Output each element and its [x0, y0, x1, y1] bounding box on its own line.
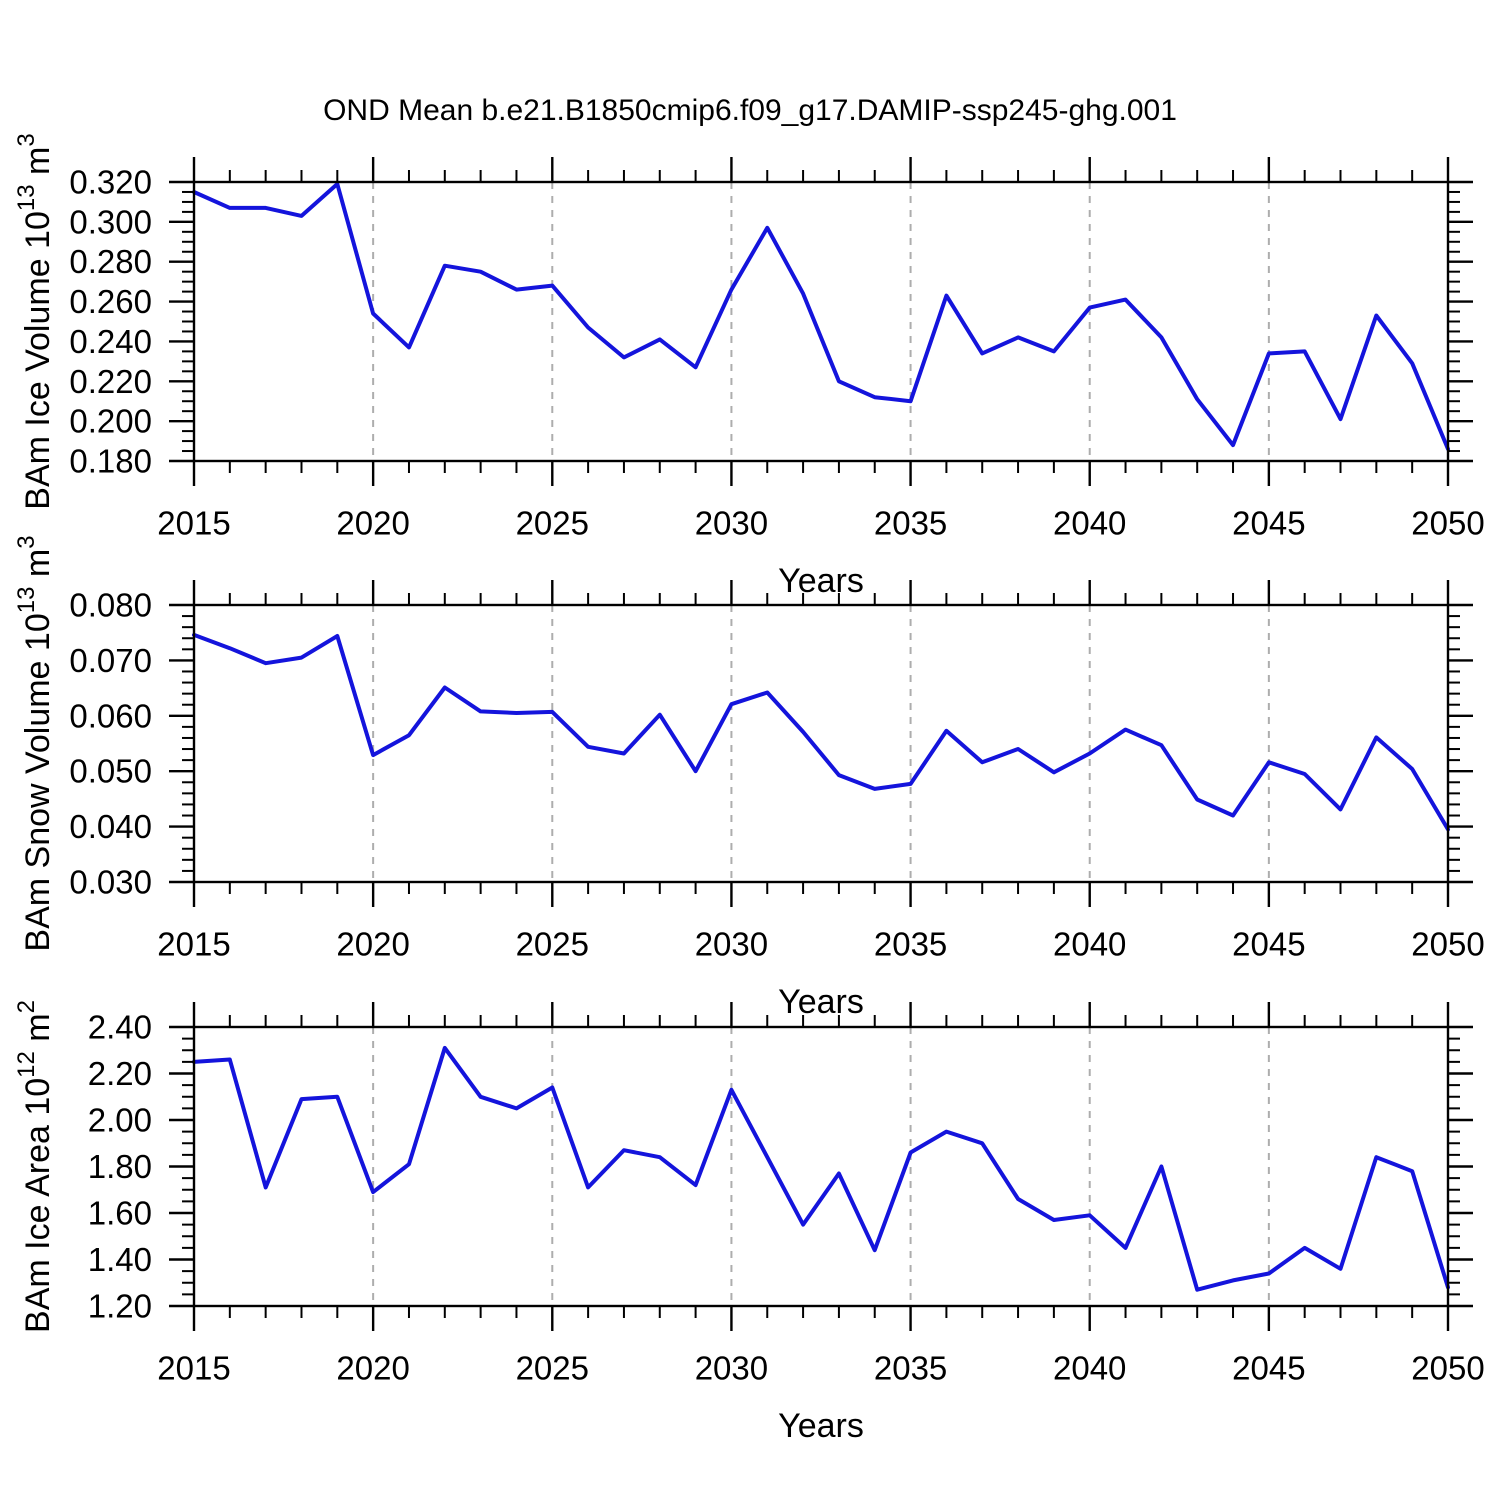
- y-tick-label: 1.80: [88, 1148, 152, 1185]
- x-tick-label: 2020: [336, 926, 409, 963]
- x-tick-label: 2015: [157, 1350, 230, 1387]
- x-tick-label: 2045: [1232, 505, 1305, 542]
- x-tick-label: 2020: [336, 1350, 409, 1387]
- x-tick-label: 2045: [1232, 926, 1305, 963]
- x-tick-label: 2015: [157, 505, 230, 542]
- data-line: [192, 1045, 1450, 1292]
- y-axis-title: BAm Snow Volume 1013 m3: [13, 535, 58, 951]
- y-tick-label: 0.240: [69, 323, 152, 360]
- y-tick-label: 1.20: [88, 1288, 152, 1325]
- y-tick-label: 0.070: [69, 642, 152, 679]
- y-tick-label: 2.40: [88, 1009, 152, 1046]
- x-tick-label: 2030: [695, 505, 768, 542]
- y-tick-label: 0.260: [69, 283, 152, 320]
- x-axis-title: Years: [778, 1407, 864, 1445]
- y-tick-label: 0.060: [69, 697, 152, 734]
- y-axis-title: BAm Ice Volume 1013 m3: [13, 133, 58, 509]
- x-tick-label: 2025: [516, 505, 589, 542]
- x-tick-label: 2025: [516, 926, 589, 963]
- y-tick-label: 0.200: [69, 403, 152, 440]
- y-tick-label: 0.220: [69, 363, 152, 400]
- y-tick-label: 0.320: [69, 164, 152, 201]
- x-tick-label: 2030: [695, 926, 768, 963]
- plot-border: [192, 603, 1450, 884]
- x-axis-title: Years: [778, 562, 864, 600]
- y-tick-label: 1.40: [88, 1241, 152, 1278]
- x-tick-label: 2030: [695, 1350, 768, 1387]
- y-tick-label: 1.60: [88, 1195, 152, 1232]
- y-tick-label: 0.030: [69, 864, 152, 901]
- y-tick-label: 0.280: [69, 243, 152, 280]
- x-tick-label: 2035: [874, 926, 947, 963]
- x-tick-label: 2040: [1053, 505, 1126, 542]
- x-tick-label: 2050: [1411, 505, 1484, 542]
- x-tick-label: 2020: [336, 505, 409, 542]
- y-tick-label: 0.050: [69, 753, 152, 790]
- x-tick-label: 2035: [874, 505, 947, 542]
- x-tick-label: 2025: [516, 1350, 589, 1387]
- x-tick-label: 2050: [1411, 1350, 1484, 1387]
- y-tick-label: 2.00: [88, 1102, 152, 1139]
- x-tick-label: 2050: [1411, 926, 1484, 963]
- x-tick-label: 2035: [874, 1350, 947, 1387]
- y-tick-label: 2.20: [88, 1055, 152, 1092]
- main-title: OND Mean b.e21.B1850cmip6.f09_g17.DAMIP-…: [323, 94, 1177, 127]
- x-tick-label: 2040: [1053, 926, 1126, 963]
- x-tick-label: 2045: [1232, 1350, 1305, 1387]
- y-axis-title: BAm Ice Area 1012 m2: [13, 1000, 58, 1333]
- data-line: [192, 182, 1450, 451]
- panel-2: 2015 2020 2025 2030 2035 2040 2045 2050 0.030 0.0…: [13, 535, 1485, 1021]
- y-tick-label: 0.080: [69, 587, 152, 624]
- y-tick-label: 0.300: [69, 203, 152, 240]
- panel-3: 2015 2020 2025 2030 2035 2040 2045 2050 1.20 1.40…: [13, 1000, 1485, 1445]
- panel-1: 2015 2020 2025 2030 2035 2040 2045 20500.1800.2…: [13, 133, 1485, 600]
- data-line: [192, 632, 1450, 832]
- y-tick-label: 0.180: [69, 443, 152, 480]
- x-tick-label: 2040: [1053, 1350, 1126, 1387]
- y-tick-label: 0.040: [69, 808, 152, 845]
- x-axis-title: Years: [778, 983, 864, 1021]
- plot-border: [192, 1025, 1450, 1308]
- x-tick-label: 2015: [157, 926, 230, 963]
